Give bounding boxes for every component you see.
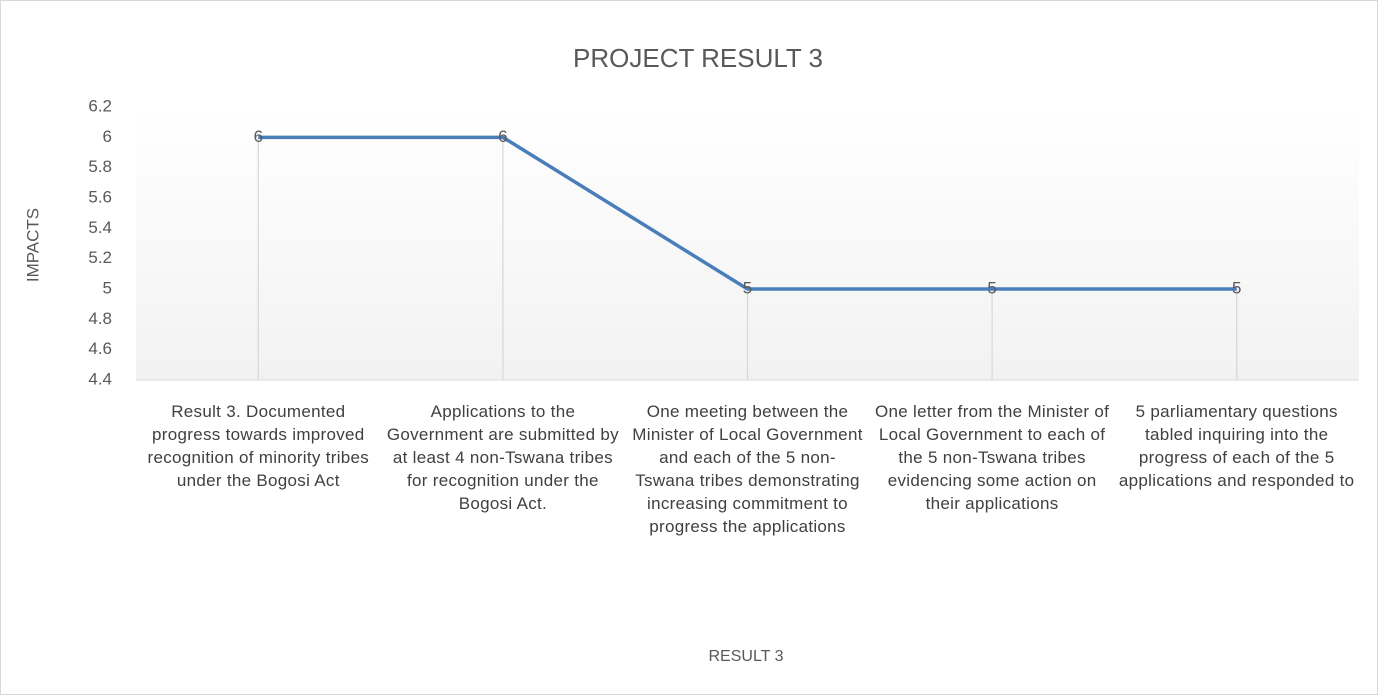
y-tick-label: 5.8: [88, 157, 112, 176]
chart-title: PROJECT RESULT 3: [573, 43, 823, 73]
x-tick-label: Result 3. Documented progress towards im…: [147, 402, 370, 490]
data-label: 5: [987, 278, 996, 297]
x-tick-label: Applications to the Government are submi…: [386, 402, 619, 513]
data-label: 6: [254, 127, 263, 146]
x-tick-label: One meeting between the Minister of Loca…: [632, 402, 863, 536]
y-tick-label: 5: [103, 278, 112, 297]
x-tick-label: 5 parliamentary questions tabled inquiri…: [1118, 402, 1355, 490]
y-tick-label: 5.4: [88, 218, 112, 237]
line-series: [258, 135, 1237, 291]
y-axis-label: IMPACTS: [23, 208, 42, 282]
y-tick-label: 5.2: [88, 248, 112, 267]
y-tick-label: 6: [103, 127, 112, 146]
y-tick-label: 5.6: [88, 187, 112, 206]
y-tick-label: 6.2: [88, 96, 112, 115]
y-tick-label: 4.6: [88, 339, 112, 358]
data-label: 6: [498, 127, 507, 146]
y-tick-label: 4.4: [88, 369, 112, 388]
data-label: 5: [743, 278, 752, 297]
x-axis-label: RESULT 3: [709, 648, 784, 665]
x-tick-label: One letter from the Minister of Local Go…: [875, 402, 1110, 513]
y-tick-label: 4.8: [88, 309, 112, 328]
data-label: 5: [1232, 278, 1241, 297]
